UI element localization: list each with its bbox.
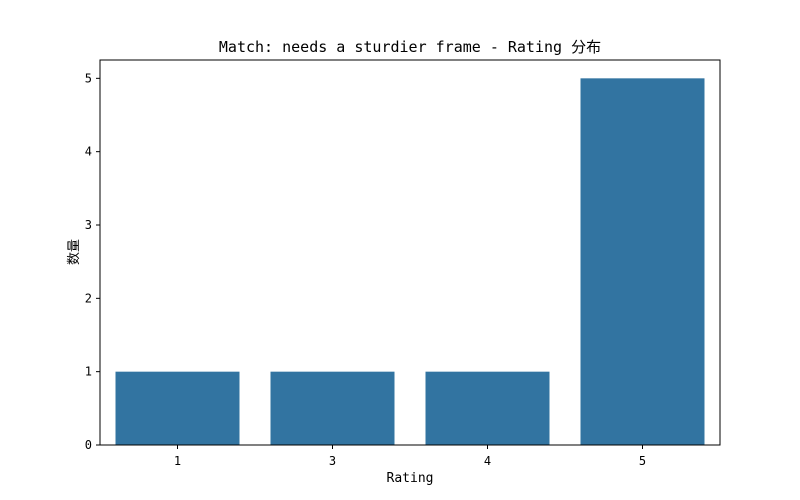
y-tick-label: 1 <box>85 365 92 379</box>
bars-group <box>115 78 705 445</box>
y-axis-label: 数量 <box>67 239 82 265</box>
plot-frame <box>99 59 721 446</box>
bar-5 <box>580 78 705 445</box>
x-tick-label: 1 <box>174 454 181 468</box>
x-axis-label: Rating <box>387 471 434 486</box>
y-tick-label: 3 <box>85 218 92 232</box>
y-tick-label: 5 <box>85 71 92 85</box>
y-tick-label: 2 <box>85 291 92 305</box>
x-axis: 1 3 4 5 <box>174 445 646 468</box>
bar-3 <box>270 371 395 445</box>
x-tick-label: 5 <box>639 454 646 468</box>
x-tick-label: 3 <box>329 454 336 468</box>
x-tick-label: 4 <box>484 454 491 468</box>
y-tick-label: 0 <box>85 438 92 452</box>
y-tick-label: 4 <box>85 145 92 159</box>
bar-1 <box>115 371 240 445</box>
bar-4 <box>425 371 550 445</box>
y-axis: 0 1 2 3 4 5 <box>85 71 100 452</box>
chart-title: Match: needs a sturdier frame - Rating 分… <box>219 38 601 56</box>
